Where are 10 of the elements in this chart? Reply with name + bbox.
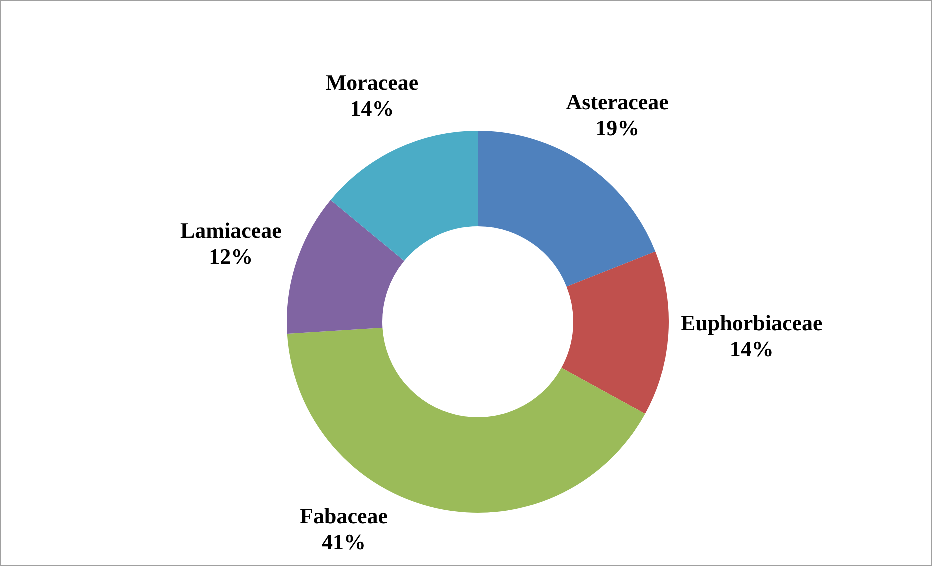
slice-label: Moraceae <box>326 70 419 96</box>
slice-label: Asteraceae <box>566 89 670 114</box>
data-label: 14% <box>730 336 774 362</box>
slice-label: Fabaceae <box>300 504 388 529</box>
slice-label: Euphorbiaceae <box>680 310 824 336</box>
data-label: 19% <box>596 115 640 140</box>
data-label: 41% <box>322 530 366 555</box>
data-label: 12% <box>209 244 254 269</box>
slice-label: Lamiaceae <box>180 218 282 243</box>
data-label: 14% <box>350 96 394 122</box>
